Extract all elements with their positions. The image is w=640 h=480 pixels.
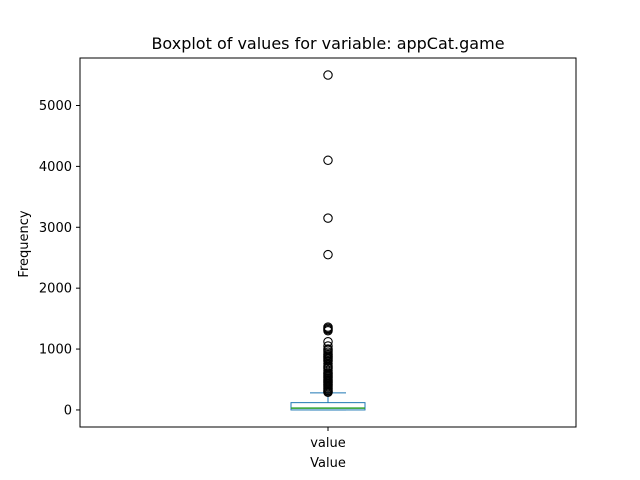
iqr-box (290, 402, 366, 411)
chart-title: Boxplot of values for variable: appCat.g… (151, 34, 504, 53)
y-axis-label: Frequency (17, 210, 32, 277)
outlier-point (323, 387, 333, 398)
y-tick-label: 2000 (39, 282, 72, 297)
outlier-point (323, 356, 333, 366)
outlier-point (323, 155, 333, 166)
outlier-point (323, 326, 333, 336)
x-axis: value (310, 427, 346, 451)
x-axis-label: Value (310, 456, 346, 471)
y-tick-label: 1000 (39, 343, 72, 358)
plot-area (79, 57, 577, 428)
outlier-point (323, 70, 333, 80)
outlier-point (323, 213, 333, 223)
y-axis: 0 1000 2000 3000 4000 5000 (39, 99, 80, 418)
y-tick-label: 4000 (39, 160, 72, 175)
outlier-point (323, 249, 333, 260)
x-tick-label: value (310, 436, 346, 451)
y-tick-label: 3000 (39, 221, 72, 236)
y-tick-label: 5000 (39, 99, 72, 114)
y-tick-label: 0 (64, 403, 72, 418)
